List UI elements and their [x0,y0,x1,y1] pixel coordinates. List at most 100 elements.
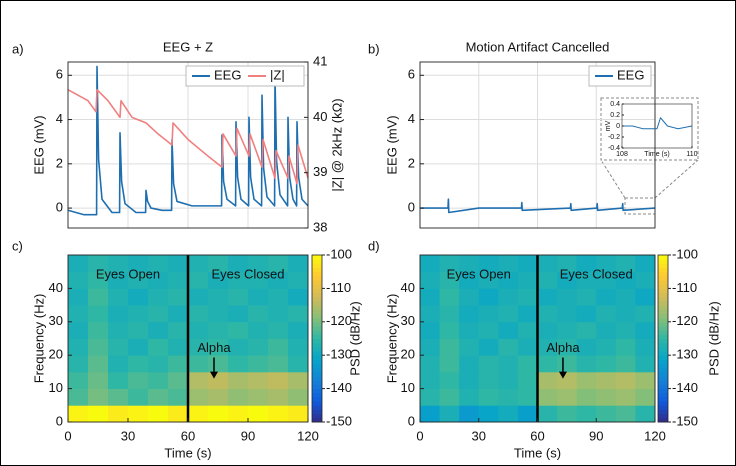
colorbar-step [312,401,322,406]
heatmap-cell [148,321,169,339]
heatmap-cell [88,255,109,273]
heatmap-cell [208,321,229,339]
heatmap-cell [498,255,519,273]
chart-title: Motion Artifact Cancelled [466,39,610,54]
heatmap-cell [228,271,249,289]
colorbar-step [312,255,322,260]
x-tick-label: 30 [121,428,135,443]
colorbar-step [658,255,668,260]
y-tick-label: 30 [401,313,415,328]
heatmap-cell [248,305,269,323]
heatmap-cell [557,338,578,356]
heatmap-cell [108,355,129,373]
heatmap-cell [635,305,656,323]
colorbar-tick-label: -150 [326,413,352,428]
colorbar-step [312,396,322,402]
y-axis-label: EEG (mV) [384,115,399,174]
heatmap-cell [208,338,229,356]
colorbar-step [312,305,322,310]
colorbar-step [312,409,322,415]
colorbar-step [312,376,322,381]
colorbar-step [312,363,322,369]
colorbar-step [658,405,668,410]
heatmap-cell [168,271,189,289]
heatmap-cell [537,305,558,323]
heatmap-cell [537,271,558,289]
y-tick-label: -0.4 [608,145,620,152]
heatmap-cell [420,371,440,389]
y-axis-label: Frequency (Hz) [384,294,399,384]
x-axis-label: Time (s) [164,445,211,460]
colorbar-step [312,288,322,294]
heatmap-cell [248,288,269,306]
heatmap-cell [188,371,209,389]
colorbar-step [658,376,668,381]
colorbar-step [658,259,668,264]
colorbar-step [312,334,322,339]
heatmap-cell [478,371,499,389]
colorbar-step [312,313,322,319]
heatmap-cell [148,255,169,273]
heatmap-cell [576,255,597,273]
heatmap-cell [478,405,499,423]
heatmap-cell [576,405,597,423]
colorbar-step [658,280,668,285]
heatmap-cell [635,371,656,389]
heatmap-cell [557,405,578,423]
heatmap-cell [478,321,499,339]
heatmap-cell [288,371,309,389]
heatmap-cell [188,355,209,373]
heatmap-cell [88,388,109,406]
heatmap-cell [288,271,309,289]
colorbar-step [658,363,668,369]
heatmap-cell [268,388,289,406]
heatmap-cell [108,321,129,339]
colorbar-step [312,413,322,419]
heatmap-cell [517,338,538,356]
colorbar-step [658,355,668,360]
heatmap-cell [478,388,499,406]
heatmap-cell [498,271,519,289]
heatmap-cell [248,271,269,289]
colorbar-frame [311,254,323,423]
colorbar-step [312,388,322,394]
heatmap-cell [168,371,189,389]
heatmap-cell [596,271,617,289]
heatmap-cell [108,271,129,289]
heatmap-cell [557,255,578,273]
heatmap-cell [459,405,480,423]
y-axis-label: Frequency (Hz) [31,294,46,384]
heatmap-cell [228,255,249,273]
colorbar-step [312,355,322,360]
x-tick-label: 0 [416,428,423,443]
heatmap-cell [148,338,169,356]
y-tick-label: 0 [56,200,63,215]
heatmap-cell [537,288,558,306]
legend-label: EEG [617,67,644,82]
x-tick-label: 90 [589,428,603,443]
colorbar-step [658,263,668,269]
colorbar-step [312,380,322,385]
heatmap-cell [439,305,460,323]
heatmap-cell [148,305,169,323]
heatmap-cell [537,405,558,423]
heatmap-cell [517,271,538,289]
heatmap-cell [148,371,169,389]
x-tick-label: 60 [181,428,195,443]
heatmap-cell [478,338,499,356]
heatmap-cell [517,288,538,306]
heatmap-cell [478,305,499,323]
heatmap-cell [576,338,597,356]
colorbar-step [658,359,668,365]
y-tick-label: 6 [56,67,63,82]
y-tick-label: 30 [49,313,63,328]
colorbar-step [658,296,668,302]
heatmap-cell [615,405,636,423]
heatmap-cell [478,288,499,306]
heatmap-cell [420,305,440,323]
heatmap-cell [168,305,189,323]
heatmap-cell [208,388,229,406]
heatmap-cell [459,355,480,373]
x-axis-label: Time (s) [644,151,669,158]
colorbar-step [658,305,668,310]
